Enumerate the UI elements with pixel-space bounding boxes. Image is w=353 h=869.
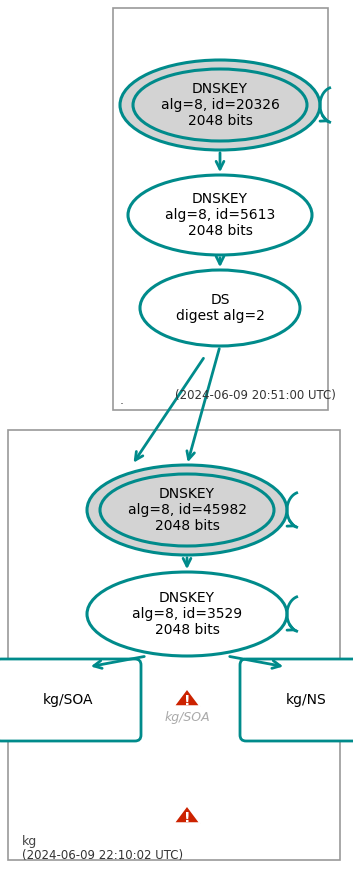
Polygon shape [174, 688, 201, 706]
Polygon shape [174, 806, 201, 823]
FancyBboxPatch shape [0, 659, 141, 741]
Text: !: ! [184, 811, 190, 825]
Text: kg/SOA: kg/SOA [43, 693, 93, 707]
Ellipse shape [120, 60, 320, 150]
Text: (2024-06-09 22:10:02 UTC): (2024-06-09 22:10:02 UTC) [22, 848, 183, 861]
Ellipse shape [140, 270, 300, 346]
Bar [8, 430, 340, 860]
Text: .: . [120, 394, 124, 407]
Ellipse shape [87, 572, 287, 656]
Text: DNSKEY
alg=8, id=3529
2048 bits: DNSKEY alg=8, id=3529 2048 bits [132, 591, 242, 637]
Text: kg/NS: kg/NS [286, 693, 327, 707]
Text: !: ! [184, 694, 190, 708]
Ellipse shape [87, 465, 287, 555]
Ellipse shape [128, 175, 312, 255]
Bar [113, 8, 328, 410]
Text: DNSKEY
alg=8, id=45982
2048 bits: DNSKEY alg=8, id=45982 2048 bits [127, 487, 246, 534]
Text: DNSKEY
alg=8, id=20326
2048 bits: DNSKEY alg=8, id=20326 2048 bits [161, 82, 280, 129]
Text: kg/SOA: kg/SOA [164, 711, 210, 724]
Text: kg: kg [22, 835, 37, 848]
Text: DS
digest alg=2: DS digest alg=2 [175, 293, 264, 323]
Text: DNSKEY
alg=8, id=5613
2048 bits: DNSKEY alg=8, id=5613 2048 bits [165, 192, 275, 238]
FancyBboxPatch shape [240, 659, 353, 741]
Text: (2024-06-09 20:51:00 UTC): (2024-06-09 20:51:00 UTC) [175, 388, 336, 401]
